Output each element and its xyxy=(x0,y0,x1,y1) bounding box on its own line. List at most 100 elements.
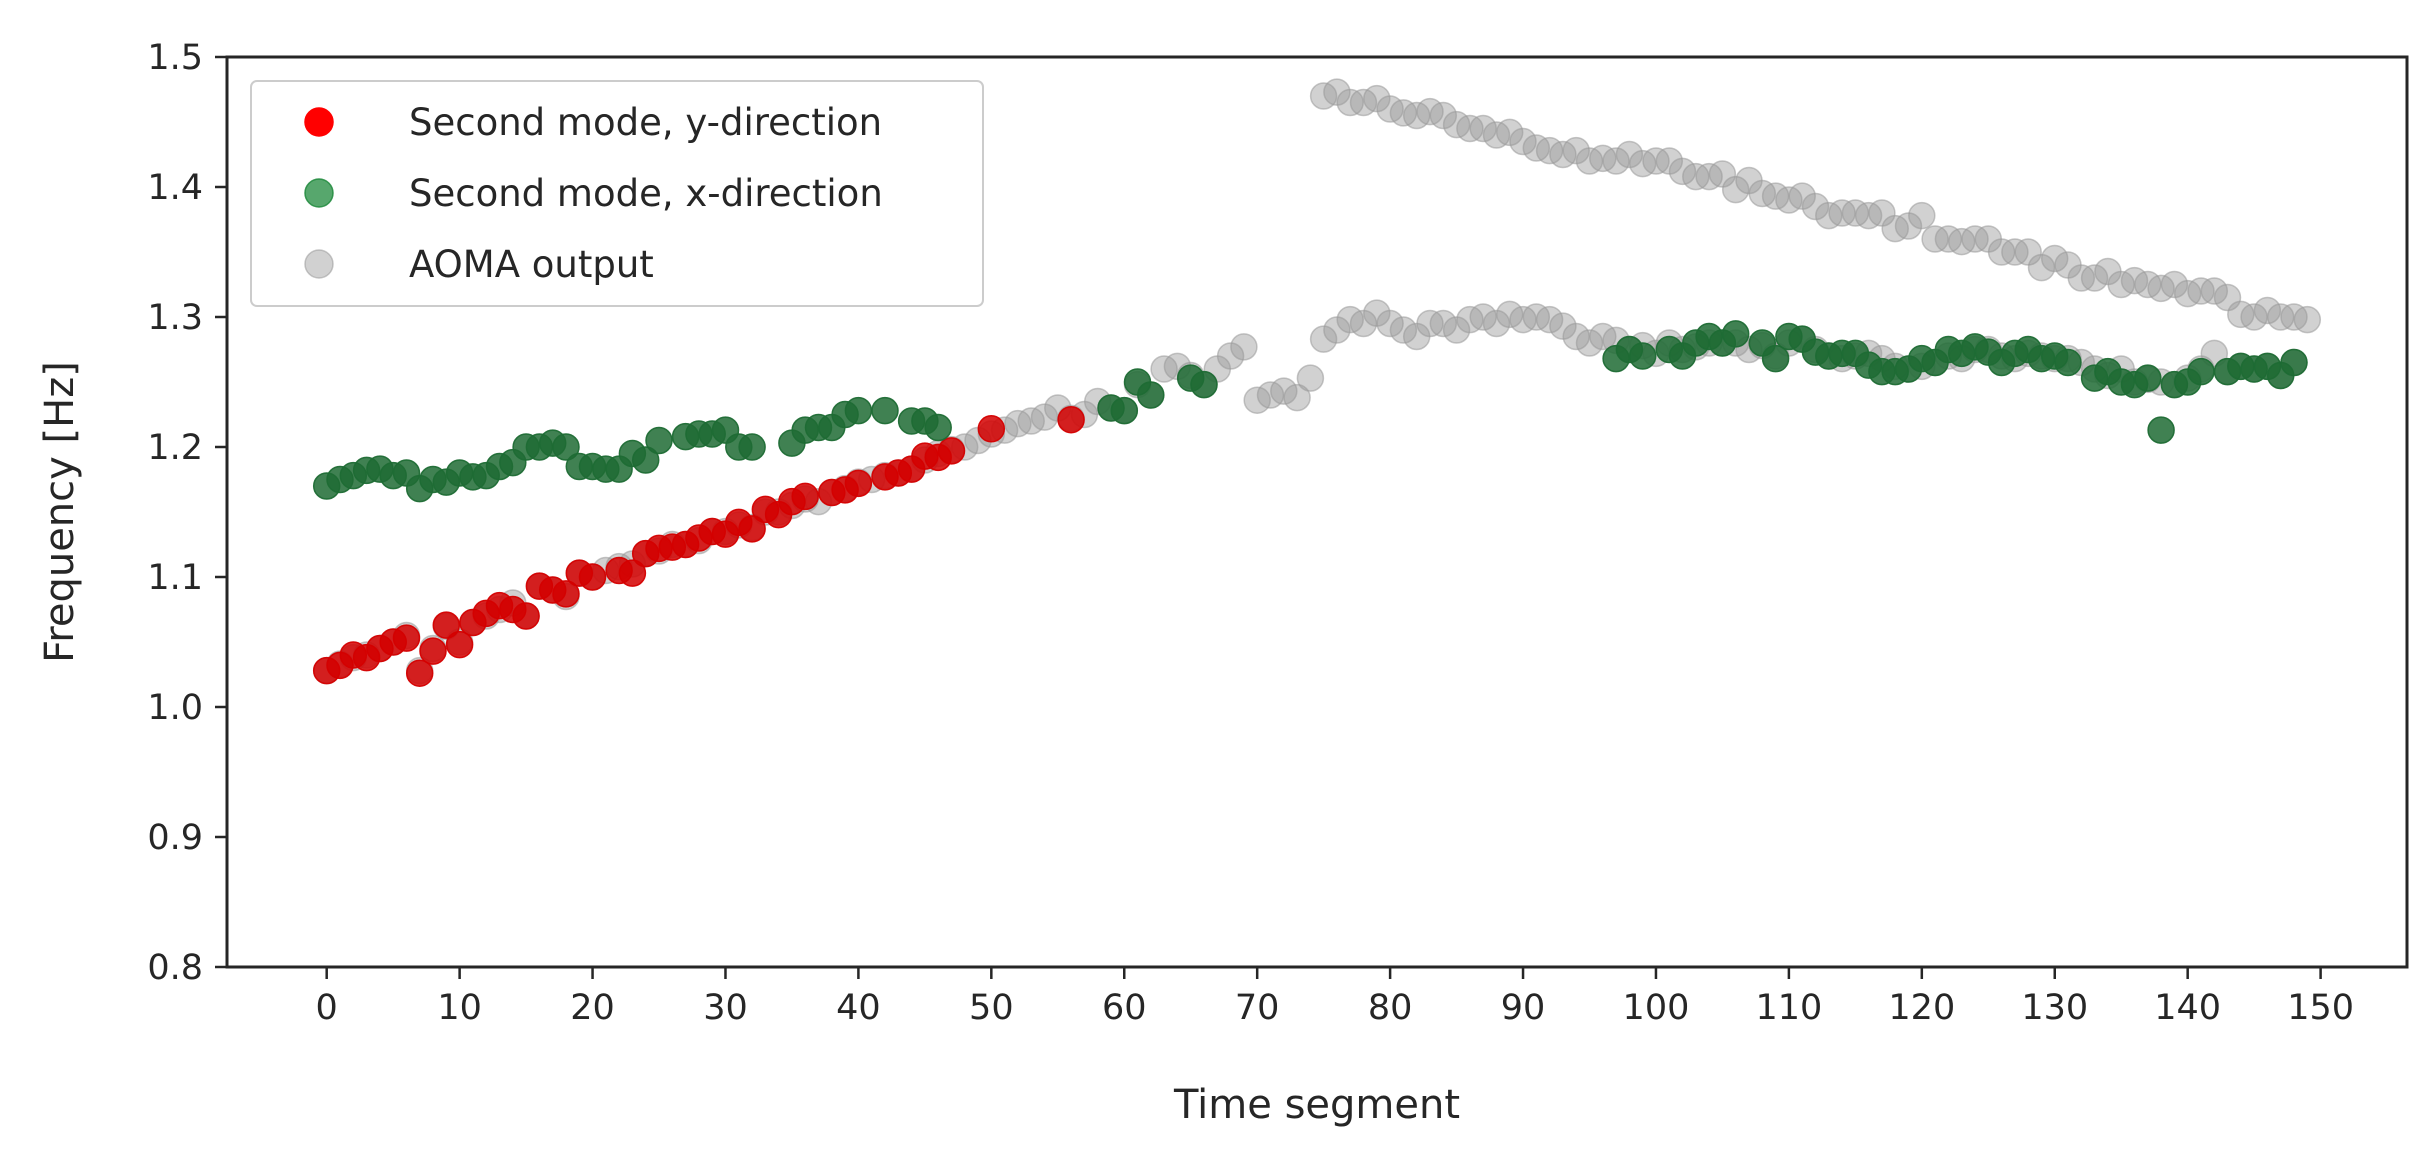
data-point xyxy=(1615,140,1644,169)
plot-frame xyxy=(225,55,2409,969)
data-point xyxy=(2200,277,2229,305)
x-tick-label: 110 xyxy=(1755,988,1822,1028)
legend-label: Second mode, x-direction xyxy=(409,172,883,215)
legend-marker xyxy=(304,178,334,208)
y-tick-label: 1.0 xyxy=(147,688,203,728)
data-point xyxy=(2187,357,2215,386)
legend-frame xyxy=(250,80,984,307)
y-axis-label: Frequency [Hz] xyxy=(37,361,83,663)
data-point xyxy=(1761,344,1790,373)
data-point xyxy=(1801,192,1830,221)
data-point xyxy=(1057,405,1085,434)
data-point xyxy=(445,630,474,659)
x-tick-label: 120 xyxy=(1888,988,1955,1028)
x-tick-label: 140 xyxy=(2154,988,2221,1028)
data-point xyxy=(432,611,461,639)
data-point xyxy=(2280,348,2308,377)
legend-label: Second mode, y-direction xyxy=(409,101,882,144)
data-point xyxy=(552,580,580,608)
x-tick-label: 10 xyxy=(437,988,482,1028)
data-point xyxy=(844,396,873,425)
x-tick-label: 60 xyxy=(1102,988,1147,1028)
y-tick-label: 1.3 xyxy=(147,298,203,338)
data-point xyxy=(1575,329,1604,357)
data-point xyxy=(1309,325,1338,353)
data-point xyxy=(2147,416,2175,444)
y-tick-label: 0.9 xyxy=(147,818,203,858)
data-point xyxy=(405,659,434,687)
y-tick-label: 1.2 xyxy=(147,428,203,468)
data-point xyxy=(1535,305,1564,334)
data-point xyxy=(2054,348,2082,377)
data-point xyxy=(392,624,421,652)
data-point xyxy=(2253,296,2282,325)
data-point xyxy=(1721,175,1750,204)
x-tick-label: 40 xyxy=(836,988,881,1028)
data-point xyxy=(738,515,766,543)
data-point xyxy=(1469,114,1497,143)
data-point xyxy=(512,602,540,630)
data-point xyxy=(2293,305,2322,334)
data-point xyxy=(2080,264,2109,292)
data-point xyxy=(2040,244,2069,273)
data-point xyxy=(1495,118,1524,147)
y-tick-label: 1.5 xyxy=(147,38,203,78)
series-1 xyxy=(312,405,1085,687)
data-point xyxy=(419,637,447,665)
data-point xyxy=(937,437,966,465)
legend-marker xyxy=(304,107,334,137)
x-tick-label: 130 xyxy=(2021,988,2088,1028)
data-point xyxy=(1429,101,1458,130)
legend-entry: Second mode, x-direction xyxy=(304,172,883,215)
data-point xyxy=(738,433,766,461)
x-tick-label: 50 xyxy=(969,988,1014,1028)
data-point xyxy=(631,446,660,474)
data-point xyxy=(977,415,1006,443)
y-axis: 0.8 0.9 1.0 1.1 1.2 1.3 1.4 1.5 xyxy=(147,38,227,988)
x-tick-label: 90 xyxy=(1501,988,1546,1028)
x-tick-label: 20 xyxy=(570,988,615,1028)
data-point xyxy=(552,433,580,461)
legend-label: AOMA output xyxy=(409,243,654,286)
data-point xyxy=(2134,364,2162,392)
data-point xyxy=(1296,364,1325,392)
legend-marker xyxy=(304,249,334,279)
data-point xyxy=(1628,342,1657,370)
x-axis: 0 10 20 30 40 50 60 70 80 90 100 110 120 130 140 150 xyxy=(316,967,2354,1028)
data-point xyxy=(1190,370,1218,399)
x-tick-label: 70 xyxy=(1235,988,1280,1028)
y-tick-label: 0.8 xyxy=(147,948,203,988)
data-point xyxy=(1509,127,1537,156)
y-tick-label: 1.1 xyxy=(147,558,203,598)
x-tick-label: 150 xyxy=(2287,988,2354,1028)
data-point xyxy=(618,559,647,587)
data-point xyxy=(924,413,952,442)
legend-entry: Second mode, y-direction xyxy=(304,101,882,144)
data-point xyxy=(1270,377,1298,405)
data-point xyxy=(844,469,873,498)
data-point xyxy=(1283,383,1311,412)
legend-entry: AOMA output xyxy=(304,243,654,286)
x-tick-label: 80 xyxy=(1368,988,1413,1028)
data-point xyxy=(791,482,819,511)
data-point xyxy=(2160,270,2189,299)
data-point xyxy=(1137,381,1165,409)
data-point xyxy=(645,426,673,455)
data-point xyxy=(1602,147,1630,175)
data-point xyxy=(1110,396,1139,425)
points-layer xyxy=(312,78,2322,687)
x-tick-label: 100 xyxy=(1623,988,1690,1028)
data-point xyxy=(1429,309,1458,338)
x-axis-label: Time segment xyxy=(1173,1082,1460,1128)
data-point xyxy=(1721,320,1750,348)
data-point xyxy=(1389,316,1418,344)
series-2 xyxy=(312,320,2308,503)
x-tick-label: 30 xyxy=(703,988,748,1028)
y-tick-label: 1.4 xyxy=(147,168,203,208)
data-point xyxy=(1216,342,1245,370)
data-point xyxy=(578,563,607,591)
data-point xyxy=(1376,309,1404,338)
x-tick-label: 0 xyxy=(316,988,338,1028)
data-point xyxy=(1908,201,1936,230)
